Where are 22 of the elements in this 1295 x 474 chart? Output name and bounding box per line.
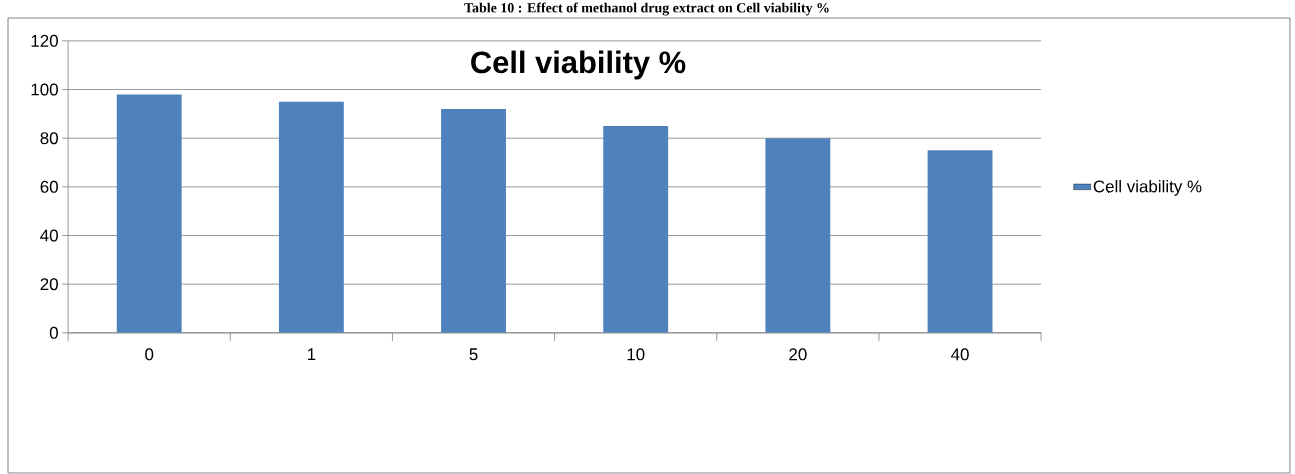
bar bbox=[765, 138, 831, 333]
y-tick-label: 20 bbox=[40, 278, 58, 291]
x-tick-label: 1 bbox=[307, 348, 316, 361]
y-tick-label: 100 bbox=[31, 83, 58, 96]
x-tick-label: 0 bbox=[145, 348, 154, 361]
caption: Table 10 : Effect of methanol drug extract on Cell viability % bbox=[464, 2, 829, 16]
bar bbox=[441, 108, 506, 333]
y-tick-label: 0 bbox=[49, 326, 58, 339]
y-tick-label: 40 bbox=[40, 229, 58, 242]
legend-label: Cell viability % bbox=[1093, 179, 1202, 196]
bar bbox=[927, 150, 993, 333]
x-tick-label: 5 bbox=[469, 348, 478, 361]
bar bbox=[116, 94, 182, 333]
x-tick-label: 20 bbox=[789, 348, 807, 361]
bar bbox=[603, 126, 669, 333]
bar bbox=[278, 101, 344, 333]
chart-title: Cell viability % bbox=[471, 50, 686, 80]
y-tick-label: 80 bbox=[40, 132, 58, 145]
x-tick-label: 40 bbox=[951, 348, 969, 361]
x-tick-label: 10 bbox=[627, 348, 645, 361]
y-tick-label: 60 bbox=[40, 180, 58, 193]
y-tick-label: 120 bbox=[31, 34, 58, 47]
